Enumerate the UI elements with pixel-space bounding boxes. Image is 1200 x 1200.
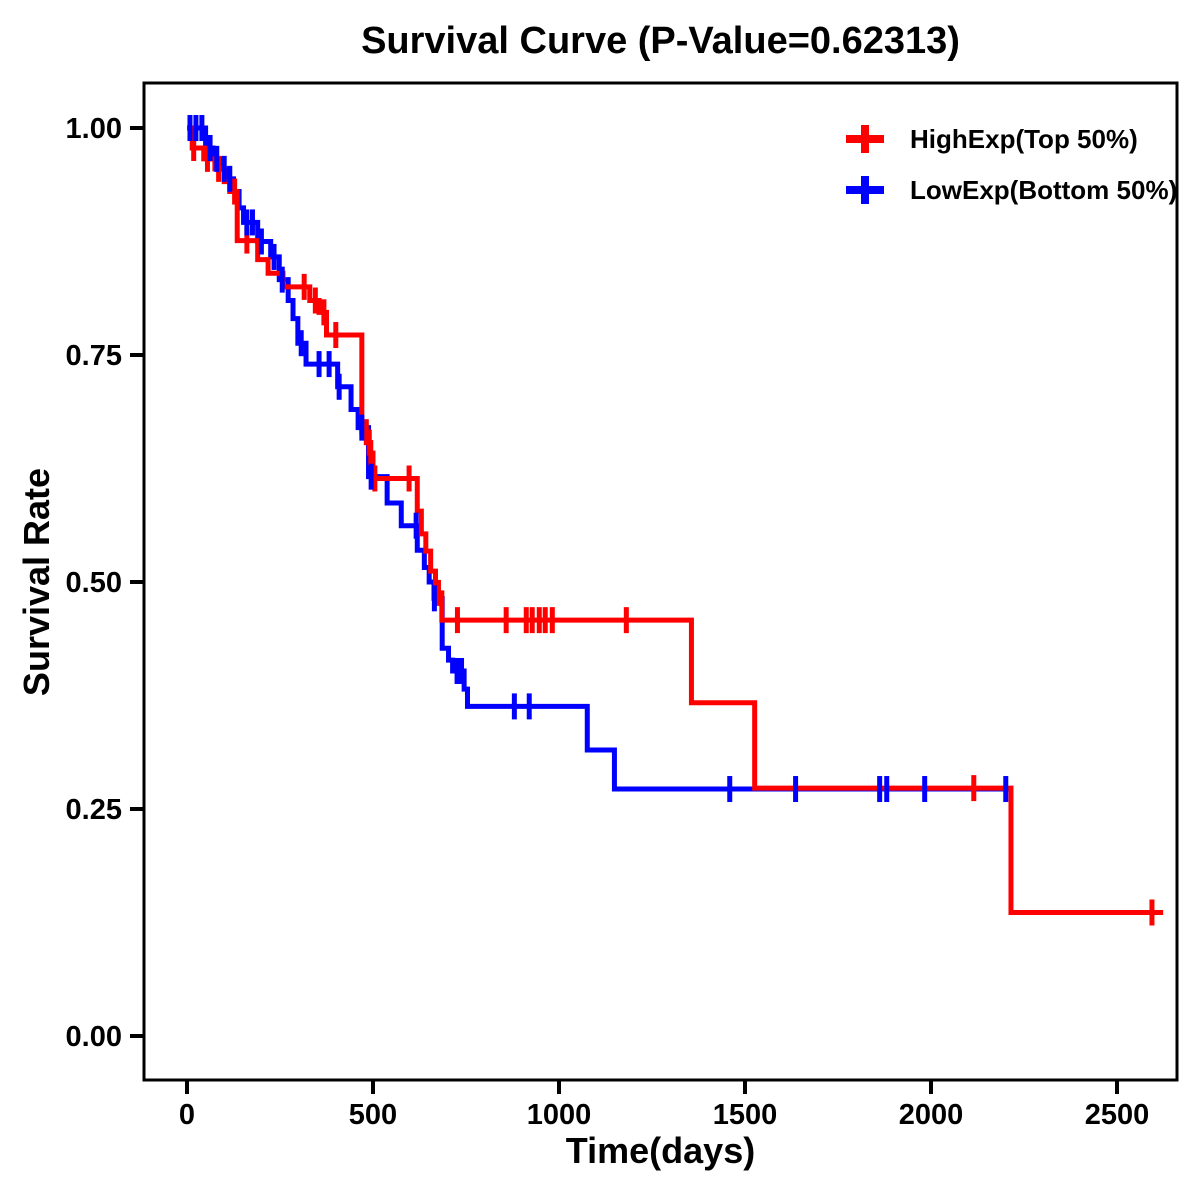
chart-title: Survival Curve (P-Value=0.62313) [361, 20, 960, 62]
y-tick-label: 0.00 [66, 1021, 122, 1053]
y-tick-label: 0.25 [66, 794, 122, 826]
x-tick-label: 0 [179, 1099, 195, 1131]
legend: HighExp(Top 50%) LowExp(Bottom 50%) [846, 123, 1178, 227]
x-tick-label: 500 [349, 1099, 397, 1131]
x-axis-label: Time(days) [565, 1130, 756, 1171]
lowexp-curve [187, 125, 1010, 792]
legend-item-highexp: HighExp(Top 50%) [846, 123, 1177, 154]
y-axis-label: Survival Rate [16, 467, 57, 697]
highexp-plus-marker-icon [846, 125, 884, 153]
lowexp-legend-label: LowExp(Bottom 50%) [910, 174, 1178, 205]
y-tick-label: 1.00 [66, 113, 122, 145]
legend-item-lowexp: LowExp(Bottom 50%) [846, 174, 1178, 205]
y-tick-label: 0.75 [66, 340, 122, 372]
x-tick-label: 2500 [1085, 1099, 1150, 1131]
lowexp-censor-marks [187, 115, 1009, 803]
highexp-legend-label: HighExp(Top 50%) [910, 123, 1138, 154]
lowexp-plus-marker-icon [846, 176, 884, 204]
x-tick-label: 1500 [713, 1099, 778, 1131]
highexp-censor-marks [191, 134, 1155, 926]
plot-frame [142, 81, 1179, 1082]
highexp-curve [187, 125, 1164, 916]
x-tick-label: 1000 [527, 1099, 592, 1131]
x-tick-label: 2000 [899, 1099, 964, 1131]
y-tick-label: 0.50 [66, 567, 122, 599]
